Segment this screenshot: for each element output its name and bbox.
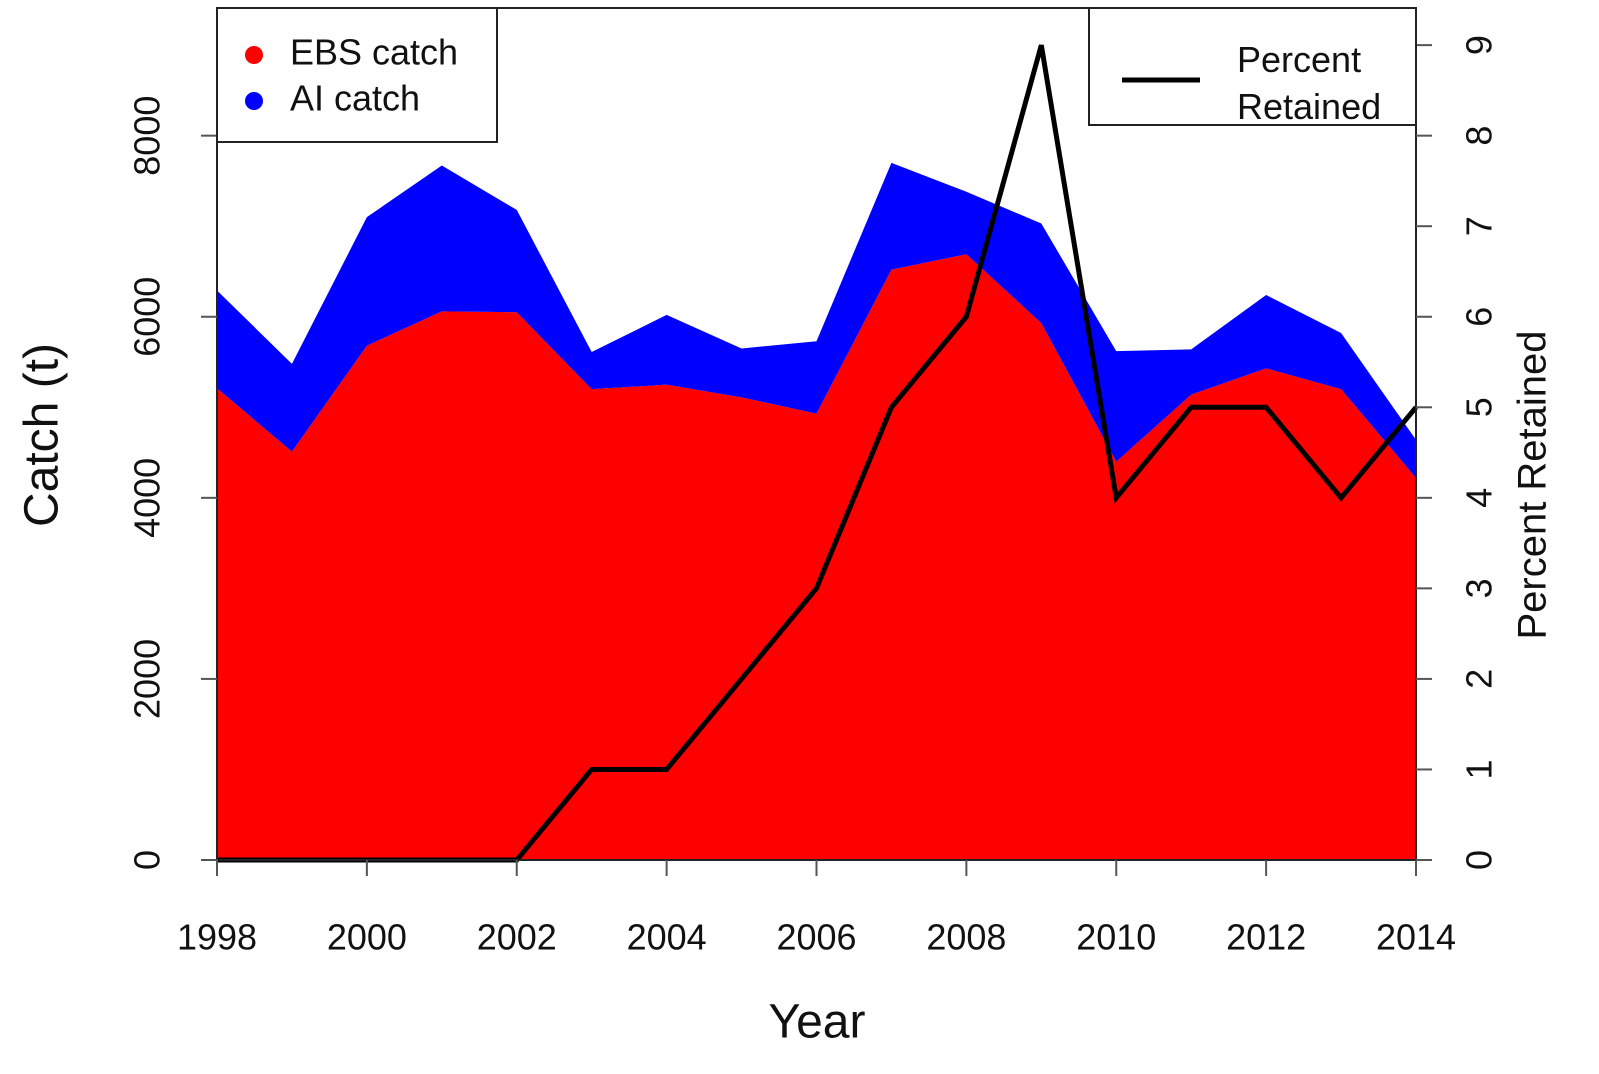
- x-tick-label: 2008: [926, 917, 1006, 958]
- y2-tick-label: 9: [1459, 35, 1500, 55]
- y-tick-label: 4000: [127, 458, 168, 538]
- x-tick-label: 1998: [177, 917, 257, 958]
- legend-box: [216, 7, 498, 143]
- x-tick-label: 2002: [477, 917, 557, 958]
- area: [217, 254, 1416, 860]
- y-tick-label: 0: [127, 850, 168, 870]
- x-axis-title: Year: [769, 996, 866, 1049]
- y2-tick-label: 7: [1459, 216, 1500, 236]
- x-tick-label: 2000: [327, 917, 407, 958]
- legend-marker: [245, 46, 263, 64]
- y-tick-label: 6000: [127, 277, 168, 357]
- y-axis-title: Catch (t): [16, 343, 69, 527]
- y-tick-label: 8000: [127, 96, 168, 176]
- y2-tick-label: 4: [1459, 488, 1500, 508]
- y-tick-label: 2000: [127, 639, 168, 719]
- y2-tick-label: 1: [1459, 759, 1500, 779]
- legend-label: EBS catch: [290, 32, 458, 73]
- legend-marker: [245, 92, 263, 110]
- legend-label: Percent Retained: [1237, 39, 1382, 127]
- y2-tick-label: 5: [1459, 397, 1500, 417]
- y2-tick-label: 8: [1459, 126, 1500, 146]
- y2-tick-label: 3: [1459, 578, 1500, 598]
- area: [217, 162, 1416, 478]
- y2-tick-label: 2: [1459, 669, 1500, 689]
- x-tick-label: 2004: [627, 917, 707, 958]
- x-tick-label: 2014: [1376, 917, 1456, 958]
- y2-axis-title: Percent Retained: [1511, 330, 1555, 639]
- legend-label: AI catch: [290, 78, 420, 119]
- y2-tick-label: 6: [1459, 307, 1500, 327]
- x-tick-label: 2012: [1226, 917, 1306, 958]
- x-tick-label: 2006: [776, 917, 856, 958]
- legend-box: [1088, 7, 1417, 126]
- y2-tick-label: 0: [1459, 850, 1500, 870]
- x-tick-label: 2010: [1076, 917, 1156, 958]
